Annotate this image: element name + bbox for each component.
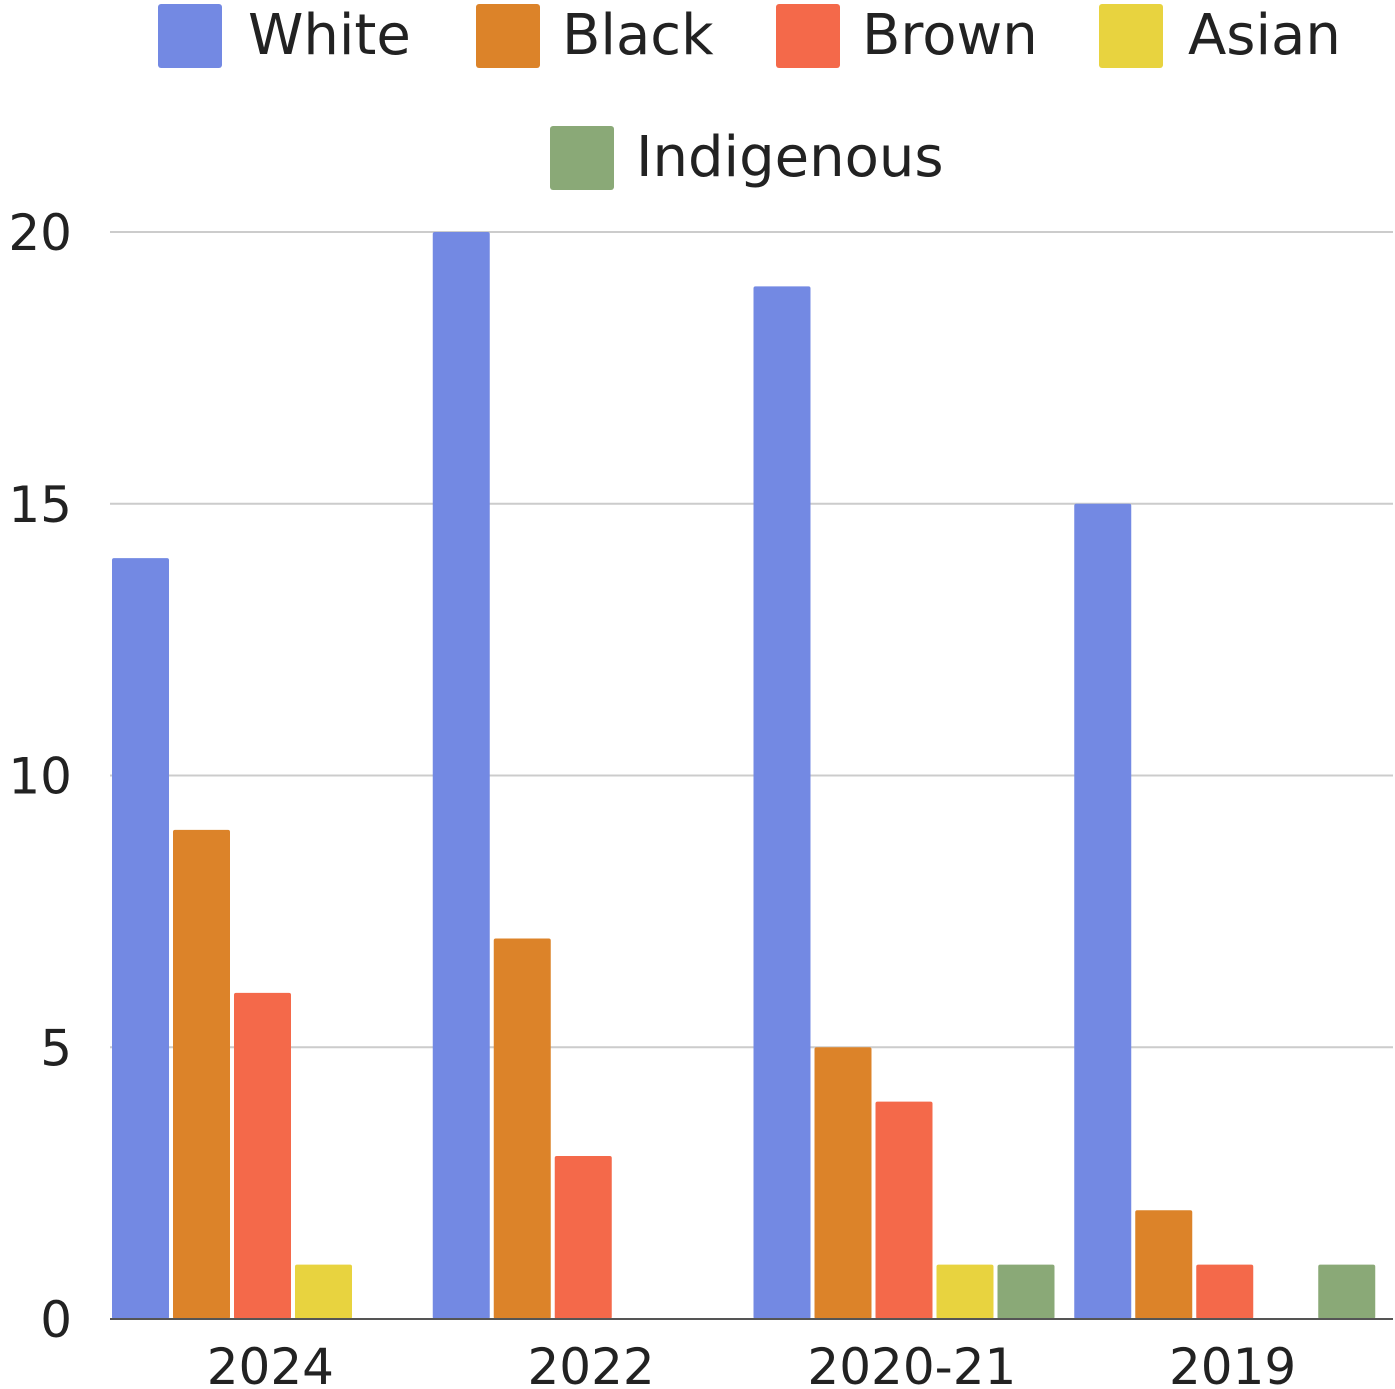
- legend: White Black Brown Asian Indigenous: [158, 3, 1341, 190]
- bar-indigenous-2020-21: [997, 1264, 1055, 1319]
- bar-white-2022: [432, 232, 490, 1319]
- y-tick-label: 5: [40, 1019, 72, 1077]
- legend-label-white: White: [248, 3, 411, 68]
- x-tick-label: 2020-21: [807, 1338, 1016, 1389]
- legend-swatch-brown: [776, 4, 840, 68]
- bar-indigenous-2019: [1318, 1264, 1376, 1319]
- legend-swatch-white: [158, 4, 222, 68]
- bar-white-2024: [112, 558, 169, 1319]
- bar-black-2019: [1135, 1210, 1193, 1319]
- bar-black-2020-21: [814, 1047, 872, 1319]
- legend-swatch-black: [476, 4, 540, 68]
- y-tick-label: 10: [8, 748, 72, 806]
- legend-label-asian: Asian: [1188, 3, 1341, 68]
- bar-black-2024: [173, 829, 230, 1319]
- legend-swatch-asian: [1099, 4, 1163, 68]
- y-tick-label: 20: [8, 204, 72, 262]
- legend-swatch-indigenous: [550, 126, 614, 190]
- bar-white-2019: [1074, 503, 1132, 1319]
- y-tick-label: 0: [40, 1291, 72, 1349]
- bars: [112, 232, 1376, 1320]
- bar-brown-2020-21: [875, 1101, 933, 1319]
- bar-white-2020-21: [753, 286, 811, 1320]
- bar-brown-2019: [1196, 1264, 1254, 1319]
- x-tick-label: 2022: [528, 1338, 655, 1389]
- y-axis-ticks: 0 5 10 15 20: [8, 204, 72, 1349]
- legend-label-black: Black: [562, 3, 714, 68]
- bar-black-2022: [493, 938, 551, 1319]
- x-tick-label: 2024: [207, 1338, 334, 1389]
- bar-asian-2020-21: [936, 1264, 994, 1319]
- gridlines: [110, 231, 1393, 1049]
- bar-brown-2024: [234, 992, 291, 1319]
- x-axis-ticks: 2024 2022 2020-21 2019: [207, 1338, 1297, 1389]
- legend-label-brown: Brown: [862, 3, 1038, 68]
- bar-asian-2024: [295, 1264, 352, 1319]
- x-tick-label: 2019: [1169, 1338, 1296, 1389]
- y-tick-label: 15: [8, 476, 72, 534]
- legend-label-indigenous: Indigenous: [636, 125, 944, 190]
- bar-brown-2022: [554, 1155, 612, 1319]
